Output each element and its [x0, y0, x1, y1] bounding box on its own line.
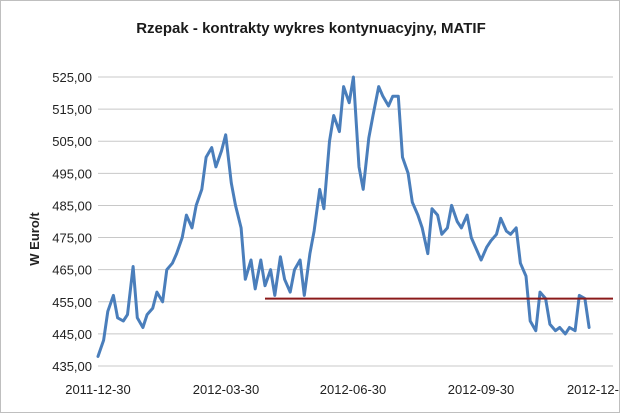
series-group	[96, 75, 591, 358]
y-tick-label: 495,00	[52, 166, 92, 181]
y-tick-label: 435,00	[52, 359, 92, 374]
y-tick-label: 445,00	[52, 327, 92, 342]
y-tick-label: 455,00	[52, 295, 92, 310]
y-tick-label: 505,00	[52, 134, 92, 149]
y-tick-label: 525,00	[52, 70, 92, 85]
chart-title: Rzepak - kontrakty wykres kontynuacyjny,…	[136, 20, 486, 37]
x-tick-label: 2012-09-30	[448, 382, 515, 397]
x-tick-label: 2012-12-	[567, 382, 619, 397]
y-axis-label: W Euro/t	[27, 212, 42, 266]
y-tick-label: 475,00	[52, 231, 92, 246]
x-tick-label: 2012-06-30	[320, 382, 387, 397]
y-axis-ticks: 525,00 515,00 505,00 495,00 485,00 475,00 465,…	[52, 70, 92, 374]
y-tick-label: 515,00	[52, 102, 92, 117]
grid-lines	[98, 76, 613, 367]
x-axis-ticks: 2011-12-30 2012-03-30 2012-06-30 2012-09-30…	[65, 382, 619, 397]
x-tick-label: 2012-03-30	[193, 382, 260, 397]
y-tick-label: 465,00	[52, 263, 92, 278]
x-tick-label: 2011-12-30	[65, 382, 131, 397]
y-tick-label: 485,00	[52, 198, 92, 213]
price-series-line	[96, 75, 591, 358]
